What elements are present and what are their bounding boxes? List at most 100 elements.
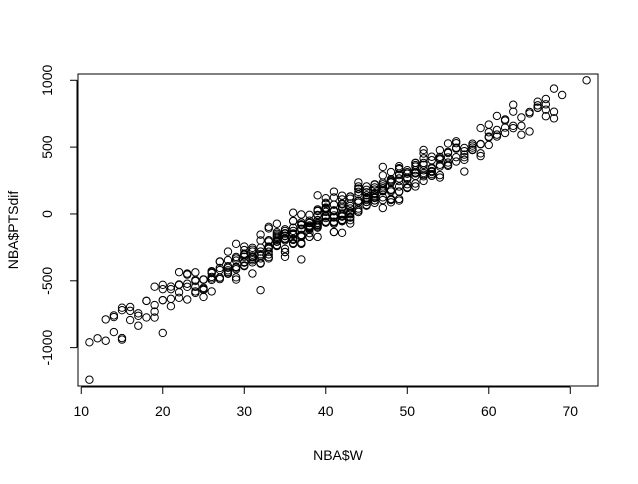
data-point bbox=[362, 185, 371, 195]
data-point bbox=[134, 309, 143, 318]
data-point bbox=[541, 100, 551, 109]
data-point bbox=[297, 210, 306, 219]
data-point bbox=[354, 206, 363, 215]
data-point bbox=[378, 184, 388, 193]
data-point bbox=[313, 232, 322, 242]
data-point bbox=[549, 107, 559, 116]
data-point bbox=[256, 285, 265, 295]
data-point bbox=[264, 247, 273, 256]
data-point bbox=[394, 182, 404, 191]
data-point bbox=[280, 226, 290, 236]
data-point bbox=[134, 311, 143, 321]
data-point bbox=[386, 175, 396, 184]
data-point bbox=[199, 292, 208, 302]
data-point bbox=[150, 307, 159, 316]
data-point bbox=[272, 231, 282, 240]
data-point bbox=[362, 195, 371, 205]
y-tick-label: -500 bbox=[39, 267, 55, 295]
data-point bbox=[109, 311, 119, 320]
data-point bbox=[191, 268, 200, 277]
data-point bbox=[183, 282, 192, 292]
data-point bbox=[549, 114, 559, 123]
data-point bbox=[166, 282, 176, 291]
data-point bbox=[223, 255, 233, 265]
data-point bbox=[460, 146, 469, 156]
y-tick-label: 500 bbox=[39, 135, 55, 159]
data-point bbox=[394, 163, 404, 173]
x-tick-label: 60 bbox=[481, 403, 497, 419]
plot-frame bbox=[77, 73, 599, 387]
data-point bbox=[297, 255, 306, 264]
data-point bbox=[264, 222, 273, 232]
data-point bbox=[166, 294, 176, 304]
data-point bbox=[231, 275, 241, 284]
data-point bbox=[280, 231, 290, 241]
data-point bbox=[451, 152, 461, 162]
data-point bbox=[207, 268, 216, 278]
data-point bbox=[451, 138, 461, 148]
x-tick-label: 70 bbox=[562, 403, 578, 419]
data-point bbox=[525, 109, 534, 118]
data-point bbox=[313, 191, 322, 200]
data-point bbox=[468, 139, 477, 148]
data-point bbox=[346, 204, 355, 213]
data-point bbox=[215, 257, 225, 266]
data-point bbox=[329, 206, 339, 215]
data-point bbox=[101, 336, 110, 345]
data-point bbox=[85, 338, 94, 347]
data-point bbox=[223, 266, 233, 275]
data-point bbox=[509, 107, 518, 116]
data-point bbox=[256, 247, 265, 256]
data-point bbox=[500, 128, 510, 138]
data-point bbox=[451, 157, 461, 166]
data-point bbox=[240, 250, 249, 259]
data-point bbox=[142, 296, 151, 306]
data-point bbox=[272, 235, 282, 245]
data-point bbox=[403, 174, 412, 184]
data-point bbox=[305, 221, 314, 230]
data-point bbox=[321, 203, 330, 212]
data-point bbox=[248, 253, 257, 262]
data-point bbox=[321, 205, 330, 214]
data-point bbox=[354, 198, 363, 207]
data-point bbox=[150, 282, 159, 291]
data-point bbox=[509, 100, 518, 109]
data-point bbox=[125, 315, 135, 325]
data-point bbox=[297, 238, 306, 248]
data-point bbox=[288, 234, 298, 243]
data-point bbox=[419, 149, 428, 158]
data-point bbox=[346, 213, 355, 222]
data-point bbox=[460, 155, 469, 165]
x-tick-label: 40 bbox=[318, 403, 334, 419]
data-point bbox=[272, 240, 282, 250]
y-tick-label: -1000 bbox=[39, 330, 55, 366]
data-point bbox=[362, 193, 371, 203]
data-point bbox=[443, 139, 453, 148]
data-point bbox=[411, 182, 420, 191]
data-point bbox=[264, 252, 273, 262]
data-point bbox=[321, 198, 330, 208]
data-point bbox=[435, 170, 445, 180]
data-point bbox=[370, 183, 379, 192]
data-point bbox=[362, 191, 371, 200]
data-point bbox=[313, 216, 322, 225]
x-axis: 10 20 30 40 50 60 70 bbox=[73, 386, 578, 419]
data-point bbox=[313, 211, 322, 220]
data-point bbox=[305, 224, 314, 233]
data-point bbox=[109, 327, 119, 337]
data-point bbox=[541, 112, 551, 121]
data-point bbox=[313, 205, 322, 214]
data-point bbox=[476, 149, 485, 158]
y-tick-label: 1000 bbox=[39, 65, 55, 96]
data-point bbox=[525, 127, 534, 136]
data-point bbox=[231, 256, 241, 265]
data-point bbox=[476, 123, 485, 133]
data-point bbox=[492, 125, 502, 135]
data-point bbox=[427, 169, 436, 179]
data-point bbox=[419, 168, 428, 178]
data-point bbox=[500, 115, 510, 124]
data-point bbox=[264, 250, 273, 259]
data-point bbox=[207, 287, 216, 296]
data-point bbox=[468, 143, 477, 152]
data-point bbox=[509, 121, 518, 131]
